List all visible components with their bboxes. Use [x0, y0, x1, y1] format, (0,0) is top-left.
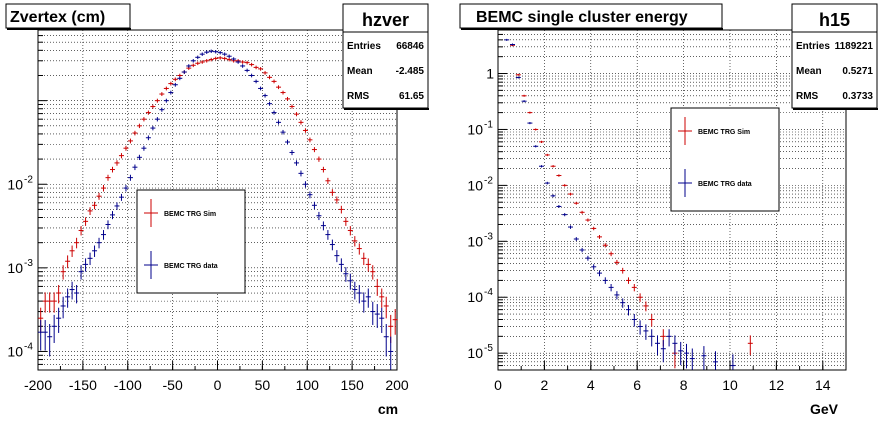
- panel-zvertex: -200 -150 -100 -50 0 50 100 150 20010-210-310 -4Z…: [6, 4, 429, 417]
- y-tick-label: 10: [467, 345, 483, 361]
- stats-name: h15: [819, 10, 850, 30]
- y-tick-label: 10: [7, 260, 23, 276]
- y-tick-exponent: -5: [484, 343, 493, 354]
- y-tick-exponent: -4: [24, 341, 33, 352]
- stats-value: 0.5271: [842, 66, 873, 77]
- y-tick-label: 1: [486, 66, 494, 82]
- x-tick-label: 100: [296, 377, 320, 393]
- x-tick-label: 8: [680, 377, 688, 393]
- x-tick-label: 10: [722, 377, 738, 393]
- x-tick-label: -150: [69, 377, 97, 393]
- stats-value: 0.3733: [842, 91, 873, 102]
- x-tick-label: -50: [163, 377, 183, 393]
- x-tick-label: -200: [24, 377, 52, 393]
- chart-canvas: -200 -150 -100 -50 0 50 100 150 20010-210-310 -4Z…: [0, 0, 896, 422]
- stats-value: 66846: [396, 41, 424, 52]
- x-tick-label: 4: [587, 377, 595, 393]
- stats-value: 1189221: [835, 41, 874, 52]
- legend-box: [137, 190, 245, 293]
- x-tick-label: 2: [541, 377, 549, 393]
- x-axis-label: cm: [378, 401, 398, 417]
- stats-value: -2.485: [396, 66, 425, 77]
- x-tick-label: 12: [769, 377, 785, 393]
- y-tick-label: 10: [467, 233, 483, 249]
- stats-value: 61.65: [399, 91, 424, 102]
- x-tick-label: -100: [114, 377, 142, 393]
- y-tick-exponent: -3: [484, 231, 493, 242]
- stats-label: Mean: [347, 66, 373, 77]
- x-tick-label: 50: [255, 377, 271, 393]
- legend-label: BEMC TRG data: [698, 181, 752, 188]
- stats-label: RMS: [796, 91, 819, 102]
- chart-title: BEMC single cluster energy: [476, 9, 688, 26]
- x-tick-label: 150: [340, 377, 364, 393]
- title-box-shadow: [7, 28, 131, 30]
- stats-box-shadow: [344, 108, 429, 110]
- y-tick-exponent: -2: [24, 174, 33, 185]
- x-tick-label: 0: [214, 377, 222, 393]
- y-tick-label: 10: [7, 176, 23, 192]
- stats-label: Mean: [796, 66, 822, 77]
- stats-label: Entries: [796, 41, 830, 52]
- legend-label: BEMC TRG data: [164, 263, 218, 270]
- x-axis-label: GeV: [810, 401, 839, 417]
- stats-name: hzver: [362, 10, 409, 30]
- title-box-shadow: [461, 28, 723, 30]
- y-tick-label: 10: [467, 121, 483, 137]
- x-tick-label: 200: [385, 377, 409, 393]
- y-tick-exponent: -4: [484, 287, 493, 298]
- x-tick-label: 0: [494, 377, 502, 393]
- legend-label: BEMC TRG Sim: [164, 211, 216, 218]
- stats-box-shadow: [793, 108, 878, 110]
- y-tick-label: 10: [467, 177, 483, 193]
- stats-label: RMS: [347, 91, 370, 102]
- x-tick-label: 14: [815, 377, 831, 393]
- y-tick-exponent: -3: [24, 258, 33, 269]
- y-tick-exponent: -2: [484, 175, 493, 186]
- y-tick-label: 10: [467, 289, 483, 305]
- legend-label: BEMC TRG Sim: [698, 129, 750, 136]
- chart-title: Zvertex (cm): [10, 9, 105, 26]
- panel-bemc-energy: 0 2 4 6 8 10 12 14110-110-210-310-410 -5BEMC sin…: [460, 4, 878, 417]
- legend-box: [671, 108, 779, 211]
- y-tick-label: 10: [7, 343, 23, 359]
- x-tick-label: 6: [633, 377, 641, 393]
- stats-label: Entries: [347, 41, 381, 52]
- y-tick-exponent: -1: [484, 119, 493, 130]
